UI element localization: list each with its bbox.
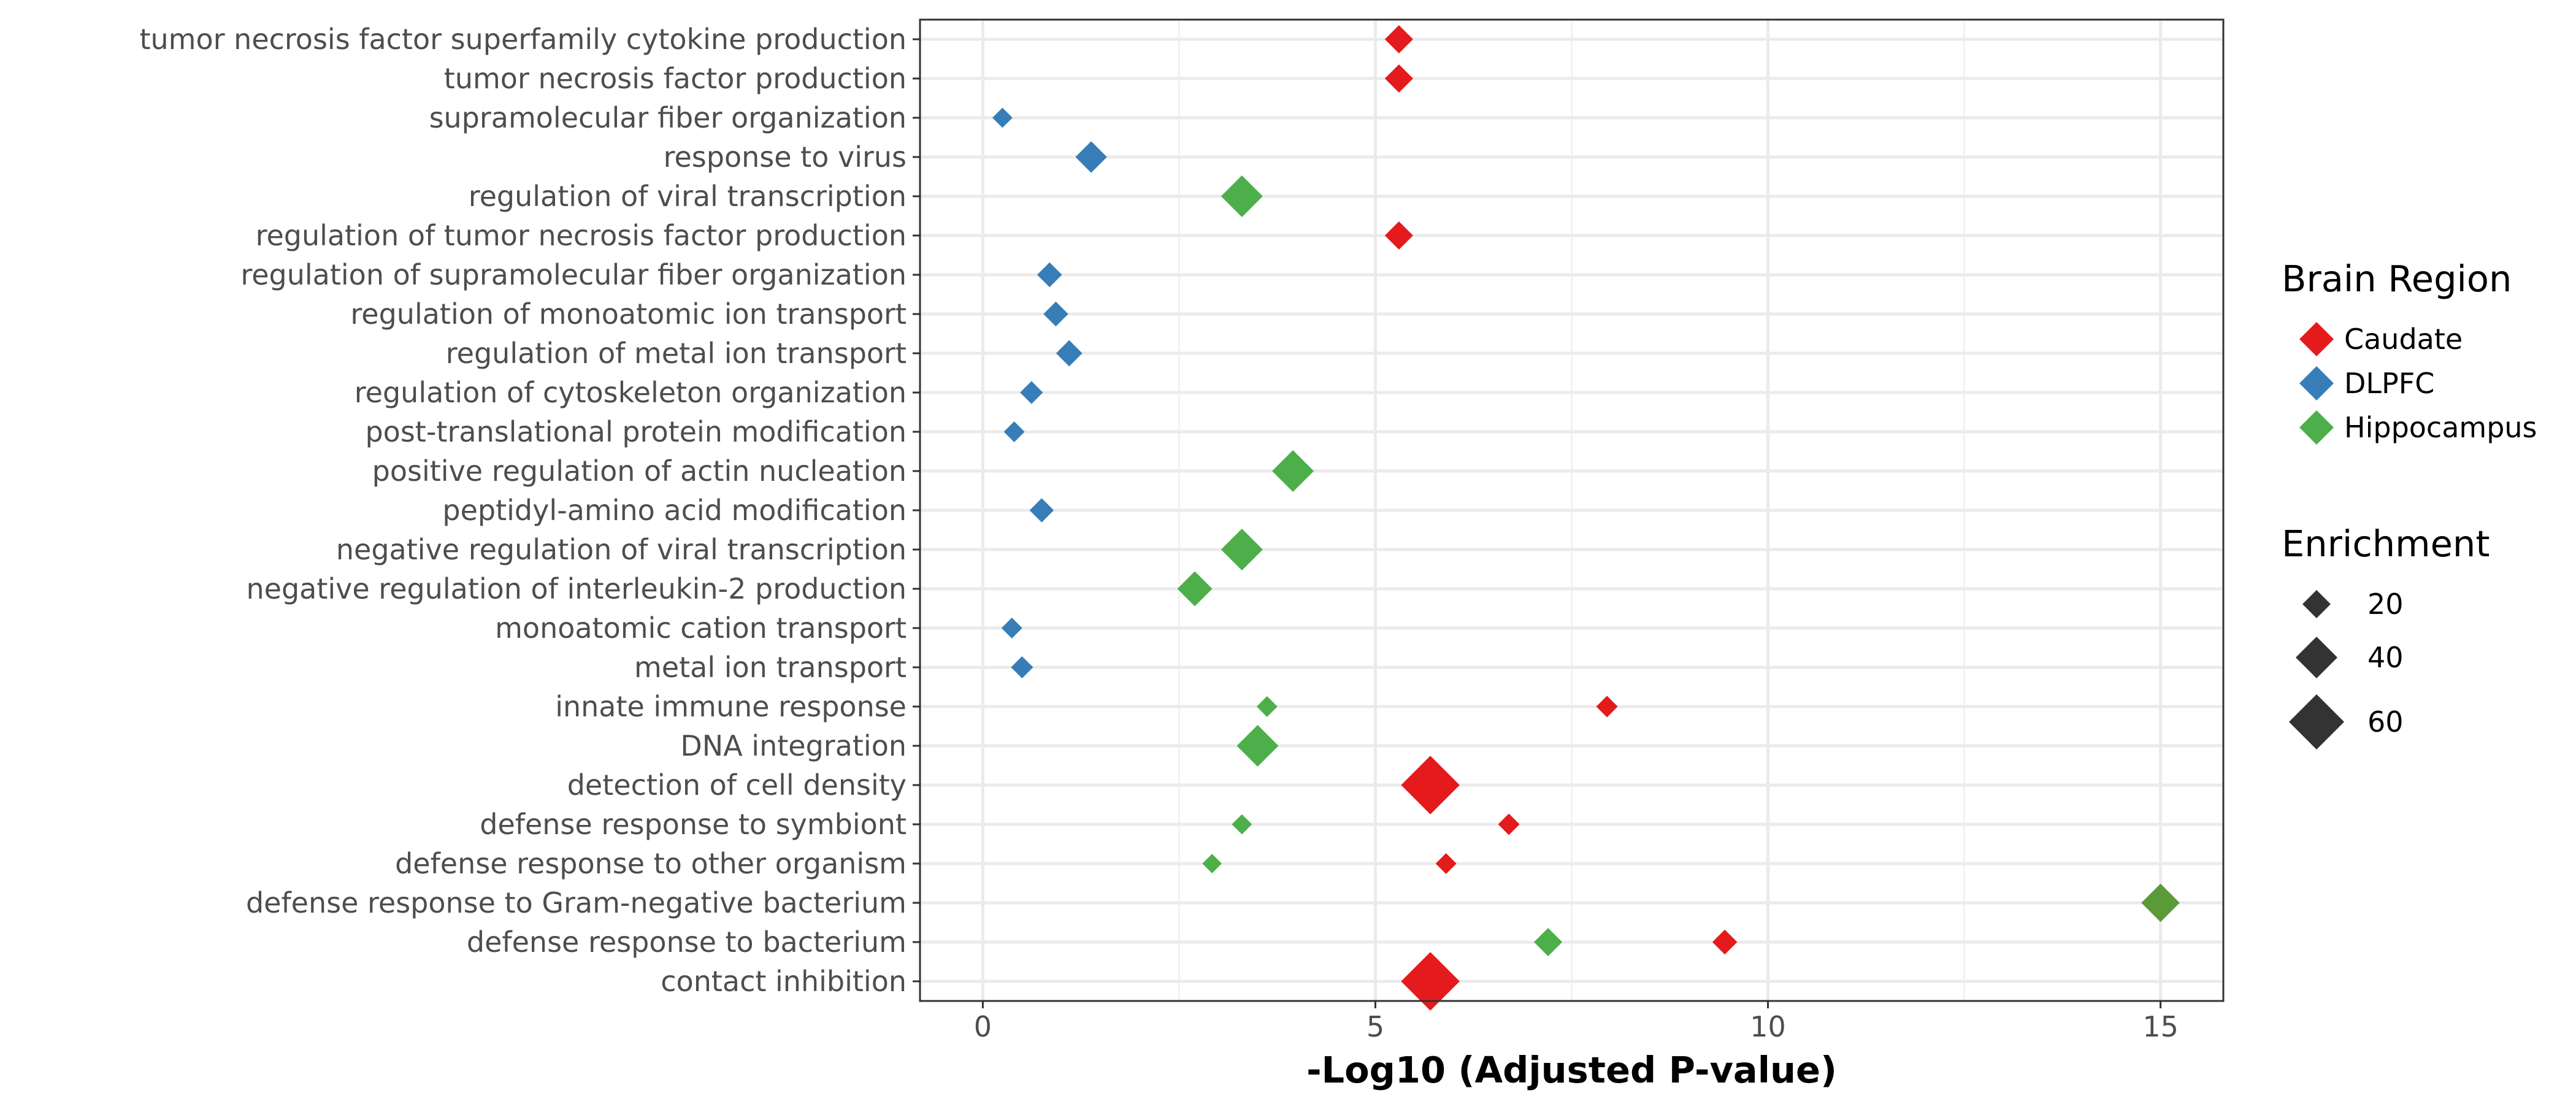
legend-size-key-20 (2302, 590, 2331, 618)
x-tick-label: 10 (1750, 1010, 1786, 1043)
y-tick-label: metal ion transport (634, 651, 907, 684)
y-tick-label: defense response to other organism (395, 847, 907, 880)
points-layer (992, 25, 2180, 1011)
legend-title-brain-region: Brain Region (2282, 258, 2512, 300)
y-axis: contact inhibition defense response to ba… (139, 23, 920, 998)
y-tick-label: positive regulation of actin nucleation (372, 454, 907, 488)
y-tick-label: defense response to Gram-negative bacter… (246, 886, 907, 919)
y-tick-label: tumor necrosis factor production (444, 62, 907, 95)
legend: Brain Region Caudate DLPFC Hippocampus Enric… (2282, 258, 2537, 749)
y-tick-label: regulation of monoatomic ion transport (350, 297, 907, 331)
data-point-dlpfc (992, 107, 1013, 128)
legend-key-caudate (2299, 322, 2334, 356)
legend-key-hippocampus (2299, 410, 2334, 445)
y-tick-label: contact inhibition (661, 965, 907, 998)
data-point-caudate (1384, 25, 1413, 53)
data-point-caudate (1712, 929, 1738, 955)
y-tick-label: post-translational protein modification (365, 415, 907, 448)
y-tick-label: negative regulation of interleukin-2 pro… (246, 572, 907, 605)
legend-key-dlpfc (2299, 366, 2334, 401)
data-point-hippocampus (1177, 571, 1213, 607)
x-axis: 0 5 10 15 (974, 1001, 2179, 1043)
legend-label-dlpfc: DLPFC (2344, 367, 2434, 400)
y-tick-label: negative regulation of viral transcripti… (336, 533, 907, 566)
y-tick-label: detection of cell density (567, 769, 907, 802)
data-point-dlpfc (1043, 301, 1068, 327)
legend-size-key-40 (2296, 637, 2337, 678)
data-point-hippocampus (1232, 814, 1252, 835)
data-point-hippocampus (1236, 725, 1279, 767)
legend-size-key-60 (2289, 694, 2344, 749)
y-tick-label: DNA integration (680, 729, 907, 762)
data-point-hippocampus (1272, 450, 1314, 492)
data-point-dlpfc (1003, 421, 1025, 442)
legend-title-enrichment: Enrichment (2282, 523, 2490, 565)
data-point-dlpfc (1056, 340, 1083, 367)
legend-label-hippocampus: Hippocampus (2344, 411, 2537, 444)
y-tick-label: innate immune response (555, 690, 907, 723)
data-point-dlpfc (1029, 498, 1054, 523)
data-point-dlpfc (1037, 262, 1062, 288)
y-tick-label: defense response to bacterium (467, 926, 907, 959)
data-point-dlpfc (1011, 656, 1033, 679)
legend-label-caudate: Caudate (2344, 323, 2463, 356)
data-point-caudate (1596, 696, 1618, 718)
data-point-dlpfc (1020, 381, 1043, 404)
data-point-hippocampus (1534, 928, 1563, 956)
y-tick-label: regulation of tumor necrosis factor prod… (256, 219, 907, 252)
y-tick-label: regulation of cytoskeleton organization (355, 376, 907, 409)
y-tick-label: monoatomic cation transport (495, 611, 907, 645)
legend-size-label-40: 40 (2367, 641, 2404, 674)
y-tick-label: supramolecular fiber organization (429, 101, 907, 134)
data-point-caudate (1435, 853, 1457, 874)
data-point-caudate (1384, 221, 1413, 250)
data-point-hippocampus (1202, 854, 1222, 873)
x-tick-label: 0 (974, 1010, 992, 1043)
data-point-hippocampus (1221, 529, 1263, 570)
x-tick-label: 15 (2142, 1010, 2179, 1043)
legend-size-label-20: 20 (2367, 588, 2404, 621)
x-tick-label: 5 (1367, 1010, 1384, 1043)
data-point-caudate (1498, 813, 1520, 835)
grid-layer (920, 20, 2223, 1001)
data-point-caudate (1384, 64, 1413, 93)
y-tick-label: response to virus (664, 140, 907, 174)
data-point-dlpfc (1001, 618, 1022, 638)
y-tick-label: peptidyl-amino acid modification (442, 494, 907, 527)
y-tick-label: defense response to symbiont (480, 808, 907, 841)
data-point-hippocampus (2141, 883, 2180, 922)
y-tick-label: regulation of viral transcription (469, 180, 907, 213)
y-tick-label: tumor necrosis factor superfamily cytoki… (139, 23, 907, 56)
y-tick-label: regulation of metal ion transport (446, 337, 907, 370)
data-point-dlpfc (1075, 141, 1107, 173)
data-point-hippocampus (1221, 175, 1263, 217)
data-point-caudate (1401, 952, 1460, 1011)
data-point-caudate (1401, 756, 1460, 815)
x-axis-title: -Log10 (Adjusted P-value) (1306, 1049, 1837, 1091)
y-tick-label: regulation of supramolecular fiber organ… (240, 258, 907, 291)
legend-size-label-60: 60 (2367, 705, 2404, 738)
data-point-hippocampus (1256, 696, 1278, 717)
